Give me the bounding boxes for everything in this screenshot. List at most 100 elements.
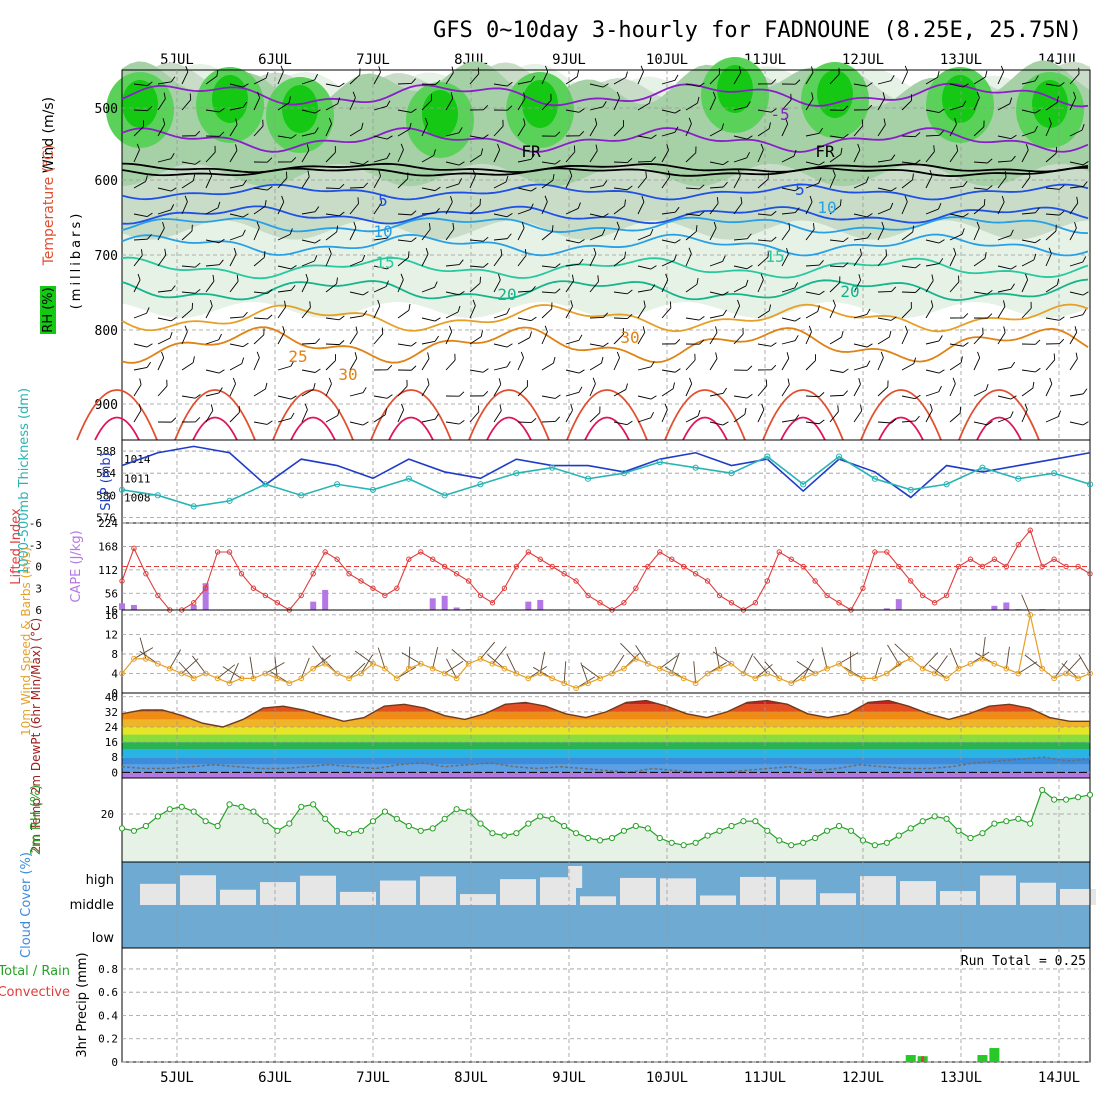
- wind-barb-staff: [133, 126, 144, 137]
- thickness-point: [800, 481, 807, 488]
- rh-point: [549, 815, 556, 822]
- wind-barb-flag: [982, 327, 984, 335]
- temp-band: [122, 757, 1090, 765]
- wind-barb-flag: [794, 317, 801, 322]
- lifted-index-point: [1075, 563, 1081, 570]
- thickness-point: [692, 464, 699, 471]
- x-tick-label: 7JUL: [356, 1070, 390, 1086]
- wind-barb-staff: [157, 385, 168, 397]
- wind-barb: [997, 229, 1014, 241]
- wind-barb-staff: [1045, 317, 1060, 321]
- wind-barb-staff: [349, 332, 358, 345]
- lifted-index-point: [633, 585, 639, 591]
- wind-barb-flag: [1049, 377, 1053, 385]
- wind-barb-flag: [915, 132, 921, 137]
- wind-barb: [157, 92, 166, 111]
- wind-barb-staff: [757, 149, 764, 163]
- wind-barb-flag: [715, 352, 718, 359]
- wind-barb-flag: [315, 338, 320, 344]
- wind-barb-staff: [1045, 187, 1060, 190]
- wind-barb: [709, 123, 725, 137]
- wind-barb-flag: [266, 186, 273, 191]
- wind-barb-staff: [997, 288, 1012, 293]
- surface-wind-barb-staff: [1053, 660, 1068, 679]
- wind-barb-flag: [209, 169, 213, 176]
- wind-barb-flag: [698, 82, 705, 87]
- wind-barb: [637, 195, 645, 215]
- wind-speed-point: [525, 675, 532, 682]
- wind-barb-staff: [565, 76, 578, 85]
- wind-speed-point: [477, 655, 484, 662]
- wind-barb-flag: [235, 144, 238, 151]
- wind-barb-staff: [469, 109, 484, 111]
- wind-barb-staff: [1021, 109, 1036, 114]
- wind-barb: [973, 199, 986, 215]
- wind-barb-flag: [552, 173, 555, 181]
- wind-barb-flag: [818, 127, 824, 134]
- wind-barb-staff: [349, 161, 364, 165]
- wind-barb-flag: [930, 300, 934, 307]
- warm-contour: [860, 389, 942, 441]
- wind-speed-point: [573, 685, 580, 692]
- surface-wind-barb-staff: [659, 655, 678, 669]
- y-tick: 40: [105, 691, 118, 704]
- y-tick-right: 1008: [124, 491, 151, 504]
- cloud-block: [980, 875, 1016, 905]
- y-tick-right: 224: [98, 517, 118, 530]
- wind-barb-flag: [544, 325, 548, 332]
- wind-barb-flag: [571, 274, 575, 282]
- surface-wind-barb: [480, 641, 496, 660]
- wind-barb: [853, 104, 873, 111]
- wind-barb-flag: [1058, 316, 1065, 321]
- wind-barb-staff: [637, 102, 650, 111]
- wind-barb-flag: [530, 75, 535, 82]
- lifted-index-point: [645, 563, 651, 570]
- y-tick-right: 1011: [124, 472, 151, 485]
- wind-barb-staff: [781, 212, 796, 215]
- wind-barb-flag: [218, 387, 223, 394]
- wind-barb: [877, 154, 896, 163]
- wind-barb: [757, 304, 772, 319]
- wind-barb-staff: [157, 81, 172, 85]
- cape-label: CAPE (J/kg): [69, 530, 84, 602]
- wind-barb-flag: [1082, 388, 1088, 395]
- wind-barb: [901, 325, 908, 345]
- wind-barb: [973, 327, 984, 345]
- wind-barb-staff: [925, 76, 938, 85]
- wind-barb: [589, 377, 596, 397]
- surface-wind-barb: [1021, 594, 1031, 616]
- wind-barb-flag: [812, 223, 815, 230]
- lifted-index-point: [919, 592, 926, 599]
- wind-barb-flag: [1001, 195, 1005, 203]
- wind-barb: [541, 302, 553, 319]
- y-tick-right: 16: [105, 604, 118, 617]
- wind-barb: [1045, 353, 1056, 371]
- wind-barb-flag: [722, 291, 729, 296]
- wind-barb: [733, 233, 752, 241]
- wind-barb-flag: [520, 351, 524, 358]
- wind-barb-staff: [253, 125, 264, 137]
- wind-barb-staff: [1069, 202, 1079, 215]
- wind-barb: [493, 233, 512, 241]
- wind-barb-flag: [286, 171, 288, 178]
- contour-label: 10: [373, 222, 392, 241]
- rh-blob-core: [122, 80, 158, 128]
- wind-barb: [325, 183, 345, 189]
- wind-barb-flag: [808, 325, 812, 332]
- wind-barb-flag: [212, 274, 215, 282]
- wind-barb-flag: [262, 119, 264, 127]
- wind-barb-staff: [325, 123, 332, 137]
- wind-barb-staff: [997, 235, 1011, 241]
- rh-point: [764, 827, 771, 834]
- wind-barb: [517, 221, 525, 241]
- surface-wind-barb: [928, 664, 947, 679]
- wind-barb-flag: [166, 379, 168, 387]
- wind-barb-staff: [685, 343, 700, 345]
- wind-barb: [373, 280, 389, 293]
- wind-barb-staff: [253, 205, 266, 215]
- wind-barb: [949, 247, 957, 267]
- wind-barb: [229, 274, 239, 293]
- wind-barb-staff: [517, 208, 531, 215]
- wind-barb: [253, 314, 273, 320]
